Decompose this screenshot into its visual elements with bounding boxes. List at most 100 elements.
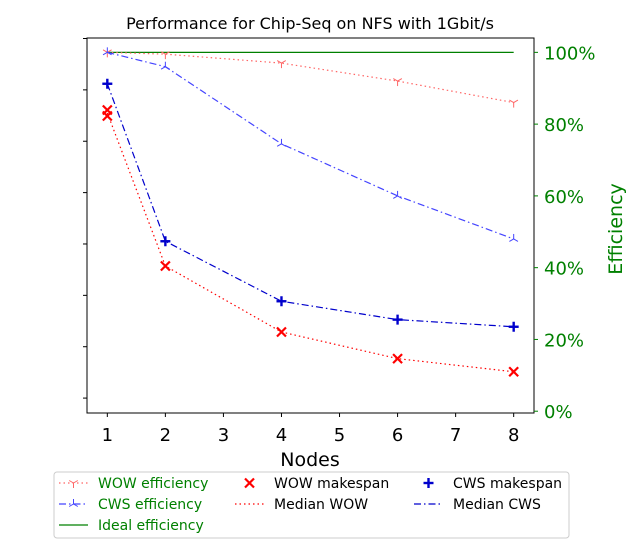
- legend-swatch-marker: [423, 478, 434, 488]
- x-tick-label: 8: [508, 425, 519, 446]
- point-cws-efficiency: [102, 47, 112, 56]
- point-wow-efficiency-b: [509, 99, 514, 104]
- legend-label: Median WOW: [274, 497, 368, 513]
- right-tick-label: 40%: [544, 259, 584, 280]
- legend-swatch-marker-b: [244, 477, 255, 489]
- legend-swatch-marker-c: [73, 503, 79, 507]
- point-wow-efficiency-b: [102, 49, 108, 53]
- point-wow-makespan-b: [508, 366, 519, 378]
- series-line-wow-efficiency: [107, 51, 514, 104]
- point-cws-efficiency-b: [393, 195, 398, 199]
- x-tick-label: 4: [276, 425, 287, 446]
- series-median-cws: [106, 83, 514, 328]
- legend: WOW efficiency CWS efficiency Ideal effici…: [53, 471, 570, 539]
- point-cws-efficiency-b: [160, 66, 166, 70]
- point-cws-efficiency: [276, 138, 287, 147]
- x-tick-label: 5: [334, 425, 345, 446]
- legend-label: WOW makespan: [274, 476, 389, 492]
- series-layer: [102, 47, 519, 378]
- point-cws-efficiency: [509, 233, 519, 242]
- legend-swatch-marker-c: [73, 480, 79, 484]
- right-tick-label: 60%: [544, 187, 584, 208]
- legend-entry-cws-efficiency: CWS efficiency: [59, 497, 202, 513]
- x-tick-label: 2: [160, 425, 171, 446]
- x-axis-ticks: 1 2 3 4 5 6 7 8: [102, 413, 519, 446]
- x-tick-label: 1: [102, 425, 113, 446]
- plot-border: [86, 37, 535, 414]
- right-axis-ticks: 0% 20% 40% 60% 80% 100%: [534, 43, 595, 423]
- point-cws-efficiency-b: [276, 143, 282, 147]
- series-line-cws-efficiency: [107, 51, 514, 240]
- point-wow-efficiency-b: [276, 60, 282, 64]
- legend-label: WOW efficiency: [98, 476, 208, 492]
- legend-frame: [53, 471, 570, 539]
- point-cws-makespan: [160, 236, 171, 247]
- point-wow-efficiency-c: [281, 60, 287, 64]
- point-cws-efficiency-b: [102, 51, 108, 56]
- series-line-median-cws: [106, 83, 514, 328]
- left-axis-ticks: [83, 38, 87, 399]
- point-wow-makespan: [392, 353, 403, 364]
- point-wow-makespan-b: [276, 326, 287, 338]
- x-tick-label: 7: [450, 425, 461, 446]
- chart-title: Performance for Chip-Seq on NFS with 1Gb…: [126, 14, 494, 33]
- legend-entry-ideal-efficiency: Ideal efficiency: [59, 518, 204, 534]
- right-tick-label: 0%: [544, 402, 573, 423]
- x-tick-label: 6: [392, 425, 403, 446]
- point-cws-makespan: [276, 296, 287, 307]
- legend-entry-median-wow: Median WOW: [235, 497, 368, 513]
- legend-label: Ideal efficiency: [98, 518, 204, 534]
- point-wow-efficiency: [393, 78, 403, 87]
- point-wow-efficiency: [509, 99, 519, 108]
- point-cws-makespan: [392, 314, 403, 325]
- point-cws-makespan: [102, 78, 113, 89]
- legend-swatch-marker-b: [68, 503, 74, 507]
- series-cws-efficiency: [102, 47, 519, 242]
- point-wow-makespan-b: [160, 260, 171, 272]
- point-cws-efficiency-c: [107, 51, 112, 56]
- series-wow-efficiency: [102, 49, 519, 108]
- point-wow-efficiency: [160, 51, 170, 60]
- point-cws-efficiency-c: [281, 143, 287, 147]
- right-axis-label: Efficiency: [605, 183, 627, 275]
- point-cws-efficiency-c: [397, 195, 403, 199]
- legend-entry-cws-makespan: CWS makespan: [423, 476, 562, 492]
- point-wow-efficiency-b: [393, 78, 398, 82]
- legend-swatch-marker: [68, 480, 79, 488]
- point-wow-makespan-b: [102, 110, 113, 122]
- point-cws-makespan: [508, 321, 519, 332]
- legend-entry-wow-efficiency: WOW efficiency: [59, 476, 208, 492]
- point-wow-efficiency-b: [160, 51, 166, 55]
- right-tick-label: 100%: [544, 43, 595, 64]
- point-wow-efficiency-c: [513, 99, 519, 104]
- legend-label: Median CWS: [453, 497, 541, 513]
- point-cws-efficiency-b: [509, 238, 514, 242]
- point-wow-makespan: [508, 366, 519, 378]
- point-wow-makespan-b: [392, 353, 403, 364]
- legend-swatch-marker: [244, 477, 255, 489]
- point-cws-efficiency-c: [165, 66, 170, 70]
- legend-entry-median-cws: Median CWS: [414, 497, 541, 513]
- point-cws-efficiency-c: [513, 238, 519, 242]
- legend-label: CWS efficiency: [98, 497, 202, 513]
- right-tick-label: 20%: [544, 330, 584, 351]
- point-cws-efficiency: [393, 190, 403, 199]
- legend-swatch-marker: [68, 499, 79, 507]
- x-axis-label: Nodes: [280, 449, 340, 471]
- legend-swatch-marker-b: [68, 480, 74, 484]
- series-cws-makespan: [102, 78, 519, 332]
- right-tick-label: 80%: [544, 115, 584, 136]
- series-wow-makespan: [102, 104, 519, 378]
- point-cws-efficiency: [160, 61, 170, 70]
- point-wow-efficiency-c: [397, 78, 403, 82]
- point-wow-makespan: [160, 260, 171, 272]
- plot-frame: [86, 37, 535, 414]
- point-wow-efficiency-c: [165, 51, 170, 55]
- legend-entry-wow-makespan: WOW makespan: [244, 476, 389, 492]
- legend-label: CWS makespan: [453, 476, 562, 492]
- point-wow-efficiency: [276, 60, 287, 69]
- point-wow-makespan: [102, 110, 113, 122]
- x-tick-label: 3: [218, 425, 229, 446]
- point-wow-makespan: [276, 326, 287, 338]
